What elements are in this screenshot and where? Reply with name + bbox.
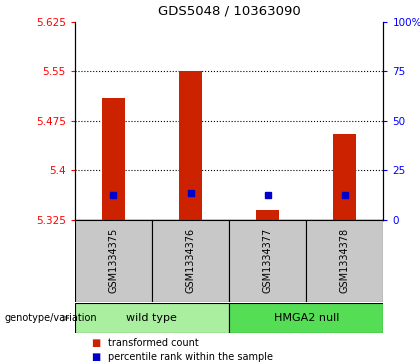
Text: wild type: wild type xyxy=(126,313,177,323)
Text: transformed count: transformed count xyxy=(108,338,199,348)
Title: GDS5048 / 10363090: GDS5048 / 10363090 xyxy=(158,5,300,18)
Bar xyxy=(229,303,383,333)
Bar xyxy=(152,220,229,302)
Text: percentile rank within the sample: percentile rank within the sample xyxy=(108,352,273,362)
Text: GSM1334377: GSM1334377 xyxy=(262,228,273,293)
Bar xyxy=(75,220,152,302)
Bar xyxy=(102,98,125,220)
Text: ■: ■ xyxy=(92,352,101,362)
Bar xyxy=(256,210,279,220)
Bar xyxy=(333,134,357,220)
Text: GSM1334378: GSM1334378 xyxy=(340,228,350,293)
Bar xyxy=(306,220,383,302)
Text: GSM1334376: GSM1334376 xyxy=(186,228,196,293)
Text: ■: ■ xyxy=(92,338,101,348)
Bar xyxy=(179,71,202,220)
Text: GSM1334375: GSM1334375 xyxy=(108,228,118,293)
Text: genotype/variation: genotype/variation xyxy=(4,313,97,323)
Text: HMGA2 null: HMGA2 null xyxy=(273,313,339,323)
Bar xyxy=(229,220,306,302)
Bar xyxy=(75,303,229,333)
